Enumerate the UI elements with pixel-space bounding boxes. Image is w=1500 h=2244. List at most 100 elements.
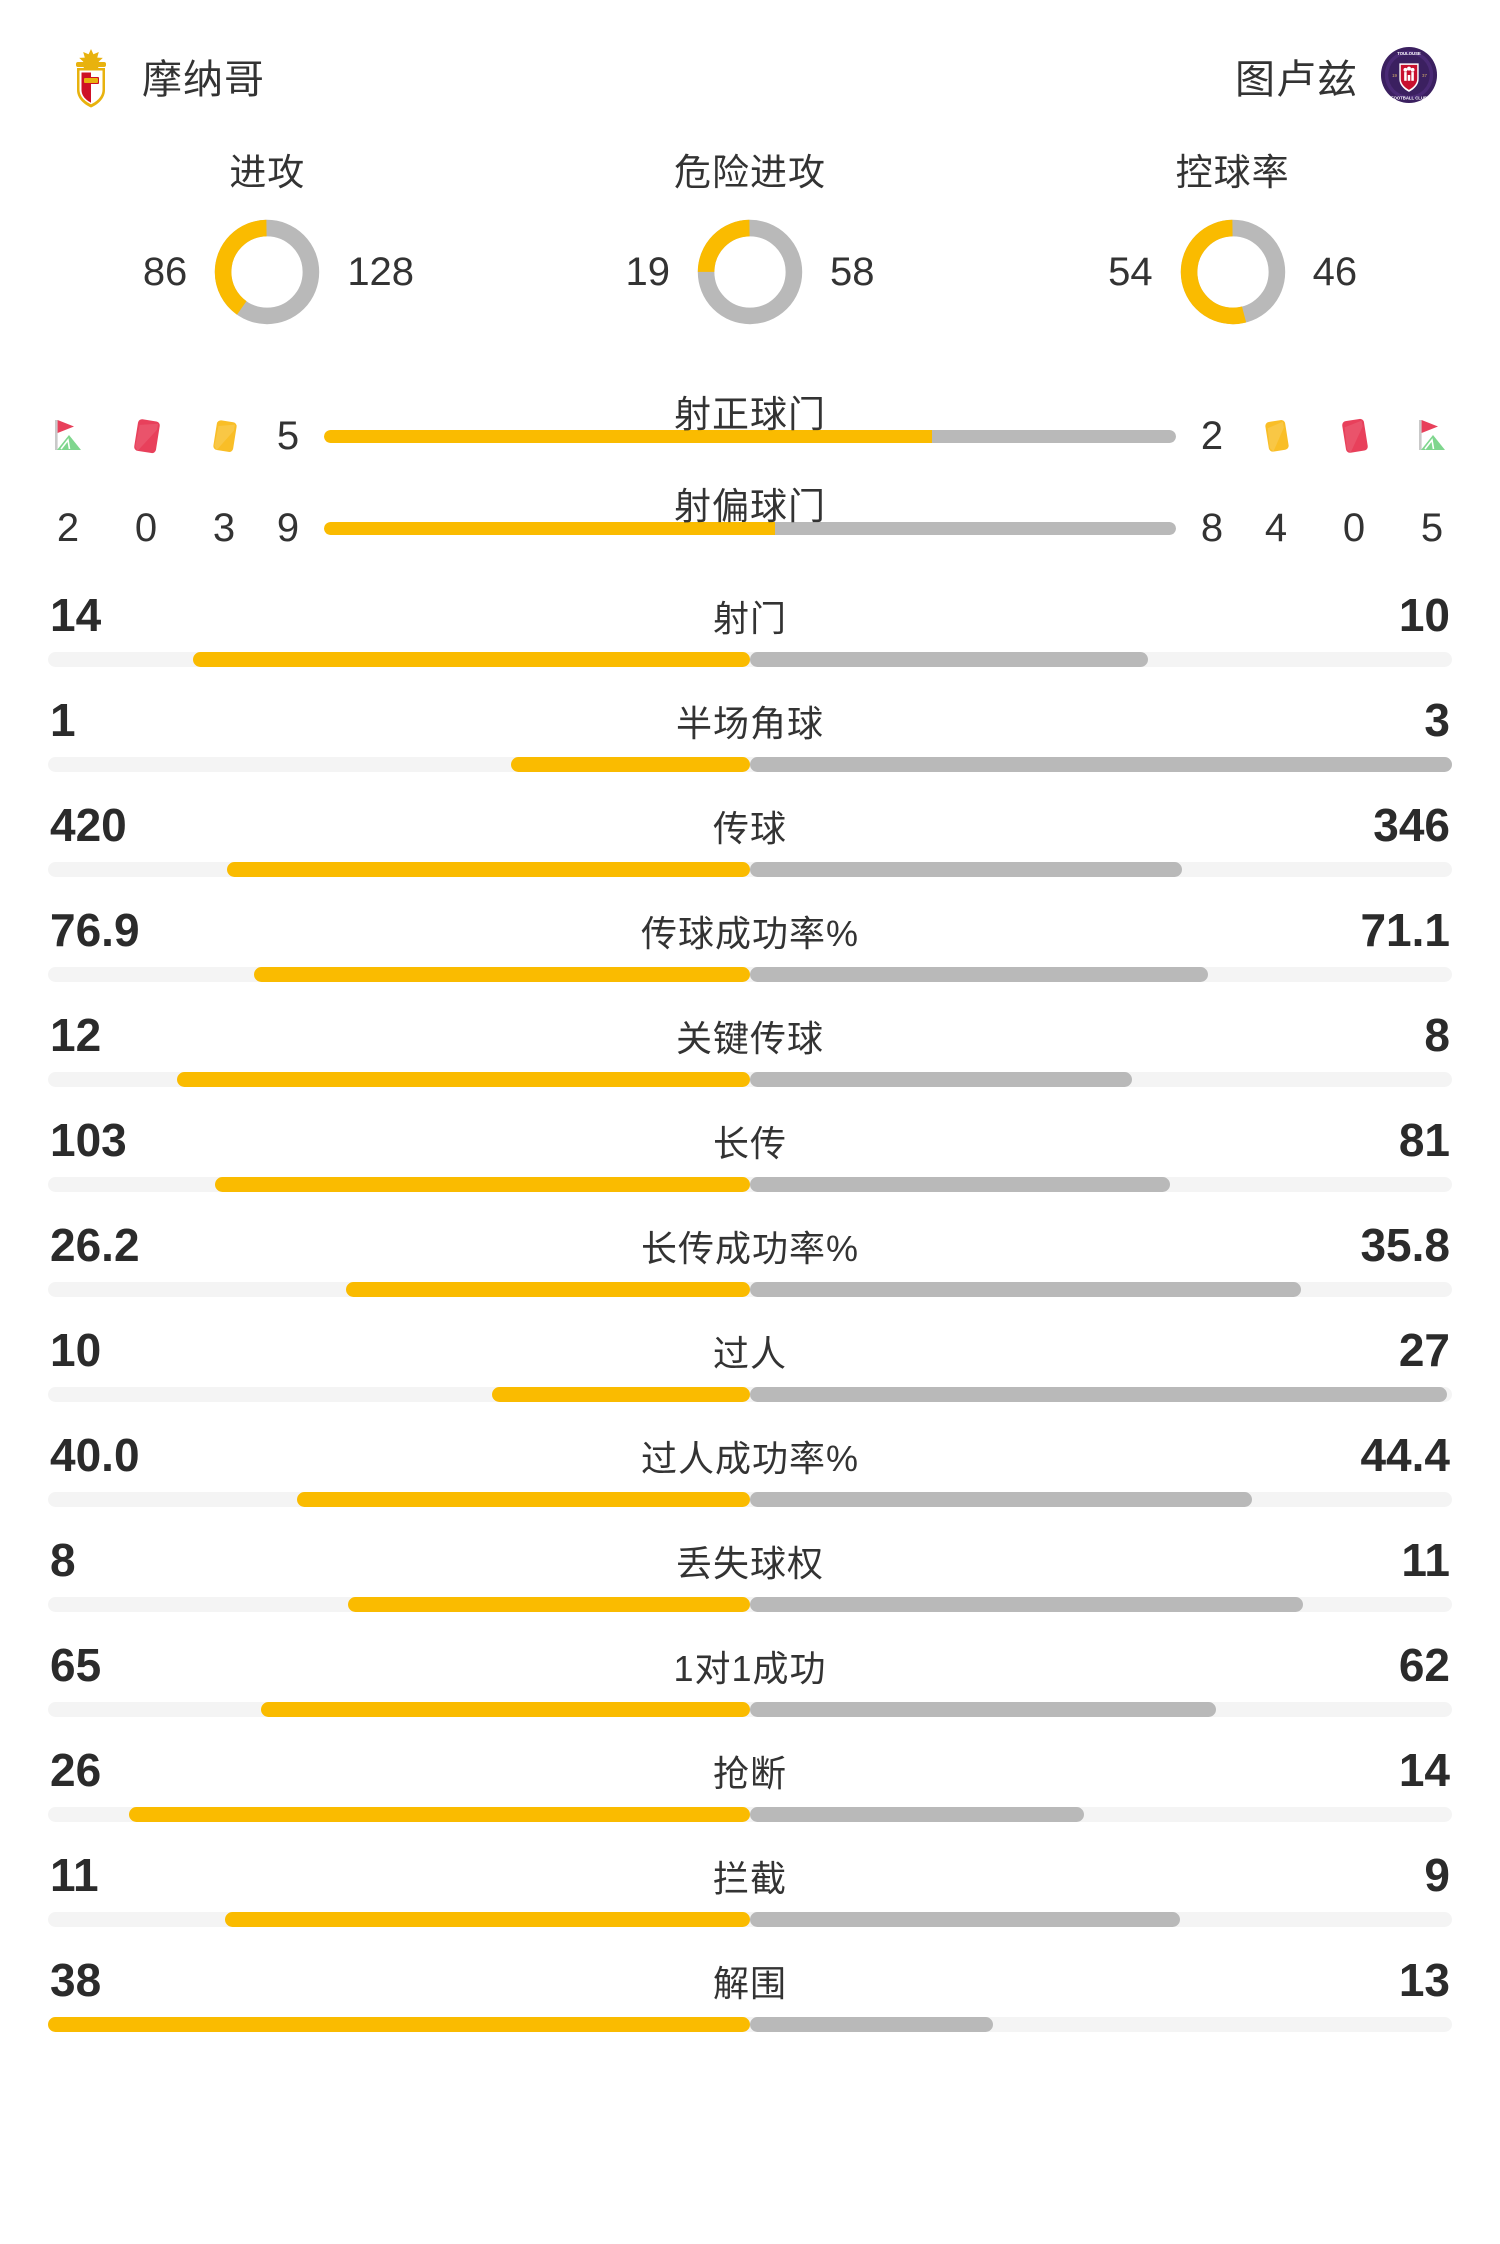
shots-off-target-label: 射偏球门 <box>674 485 826 527</box>
stat-away-value: 44.4 <box>1360 1429 1450 1481</box>
stat-row: 103 长传 81 <box>48 1113 1452 1218</box>
stat-away-fill <box>750 1282 1301 1297</box>
stat-label: 过人成功率% <box>640 1438 859 1479</box>
stat-away-fill <box>750 652 1149 667</box>
stat-away-value: 13 <box>1398 1954 1450 2006</box>
stat-home-fill <box>297 1492 750 1507</box>
stat-label: 关键传球 <box>675 1018 824 1059</box>
stat-label: 传球成功率% <box>640 913 859 954</box>
stat-away-fill <box>750 1387 1447 1402</box>
donut-cell-1: 危险进攻 19 58 <box>511 142 989 330</box>
stat-home-value: 103 <box>50 1114 127 1166</box>
stat-home-value: 26 <box>50 1744 102 1796</box>
stat-label: 半场角球 <box>675 703 824 744</box>
stats-list: 14 射门 10 1 半场角球 3 420 传球 346 76.9 传球成功率% 71.1 12 关键传球… <box>0 574 1500 2058</box>
stat-away-value: 11 <box>1401 1534 1450 1586</box>
svg-text:19: 19 <box>1392 73 1397 78</box>
stat-home-value: 65 <box>50 1639 102 1691</box>
stat-home-fill <box>129 1807 750 1822</box>
stat-home-fill <box>177 1072 750 1087</box>
svg-text:TOULOUSE: TOULOUSE <box>1397 51 1421 56</box>
corner-flag-icon <box>1404 407 1460 465</box>
stat-bar <box>48 1177 1452 1192</box>
stat-home-fill <box>346 1282 750 1297</box>
shots-on-target-row: 5 射正球门 2 <box>40 390 1460 482</box>
yellow-card-icon <box>196 407 252 465</box>
stat-home-value: 10 <box>50 1324 102 1376</box>
stat-home-value: 38 <box>50 1954 102 2006</box>
shots-off-target-home-value: 9 <box>276 505 300 550</box>
dangerous-attacks-donut-chart <box>697 219 803 325</box>
toulouse-crest-icon: 19 37 TOULOUSE FOOTBALL CLUB <box>1380 46 1438 106</box>
stat-away-fill <box>750 1702 1216 1717</box>
stat-home-value: 76.9 <box>50 904 140 956</box>
stat-row: 40.0 过人成功率% 44.4 <box>48 1428 1452 1533</box>
shots-on-target-home-fill <box>324 429 933 443</box>
stat-bar <box>48 1597 1452 1612</box>
away-red-cards-value: 0 <box>1342 505 1366 550</box>
home-team-name: 摩纳哥 <box>142 58 265 102</box>
stat-away-value: 71.1 <box>1360 904 1450 956</box>
red-card-icon <box>1326 407 1382 465</box>
shots-and-discipline-block: 5 射正球门 2 <box>0 380 1500 574</box>
stat-label: 长传 <box>712 1123 787 1164</box>
red-card-icon <box>118 407 174 465</box>
stat-home-fill <box>224 1912 750 1927</box>
home-corners-value: 2 <box>56 505 80 550</box>
stat-row: 26 抢断 14 <box>48 1743 1452 1848</box>
stat-label: 过人 <box>712 1333 787 1374</box>
stat-row: 8 丢失球权 11 <box>48 1533 1452 1638</box>
stat-label: 1对1成功 <box>673 1648 827 1689</box>
shots-on-target-bar <box>324 429 1176 443</box>
stat-home-fill <box>226 862 750 877</box>
home-discipline-values: 2 0 3 <box>40 506 252 551</box>
match-header: 摩纳哥 图卢兹 <box>0 0 1500 120</box>
stat-row: 420 传球 346 <box>48 798 1452 903</box>
shots-off-target-away-value: 8 <box>1200 505 1224 550</box>
stat-away-value: 346 <box>1373 799 1450 851</box>
shots-on-target-away-value: 2 <box>1200 413 1224 458</box>
shots-on-target-away-fill <box>932 429 1176 443</box>
stat-label: 传球 <box>712 808 787 849</box>
svg-text:37: 37 <box>1422 73 1427 78</box>
stat-row: 12 关键传球 8 <box>48 1008 1452 1113</box>
attacks-donut-chart <box>215 219 320 325</box>
stat-row: 10 过人 27 <box>48 1323 1452 1428</box>
away-discipline-values: 4 0 5 <box>1248 506 1460 551</box>
stat-home-value: 11 <box>50 1849 99 1901</box>
stat-home-value: 40.0 <box>50 1429 140 1481</box>
stat-row: 76.9 传球成功率% 71.1 <box>48 903 1452 1008</box>
stat-label: 拦截 <box>712 1858 787 1899</box>
stat-home-fill <box>193 652 750 667</box>
stat-row: 1 半场角球 3 <box>48 693 1452 798</box>
stat-home-fill <box>215 1177 750 1192</box>
stat-bar <box>48 1702 1452 1717</box>
donut-cell-2: 控球率 54 46 <box>994 142 1472 330</box>
shots-on-target-home-value: 5 <box>276 413 300 458</box>
home-discipline-icons <box>40 407 252 465</box>
stat-home-value: 420 <box>50 799 127 851</box>
stat-home-value: 12 <box>50 1009 102 1061</box>
stat-home-value: 14 <box>50 589 102 641</box>
stat-row: 65 1对1成功 62 <box>48 1638 1452 1743</box>
stat-label: 长传成功率% <box>640 1228 859 1269</box>
stat-home-fill <box>492 1387 750 1402</box>
shots-off-target-away-fill <box>774 521 1176 535</box>
stat-label: 抢断 <box>712 1753 787 1794</box>
stat-bar <box>48 1387 1452 1402</box>
corner-flag-icon <box>40 407 96 465</box>
stat-bar <box>48 1282 1452 1297</box>
svg-text:FOOTBALL CLUB: FOOTBALL CLUB <box>1391 95 1427 100</box>
stat-away-fill <box>750 2017 994 2032</box>
stat-home-fill <box>48 2017 750 2032</box>
stat-bar <box>48 1807 1452 1822</box>
stat-away-fill <box>750 757 1452 772</box>
stat-away-value: 27 <box>1398 1324 1450 1376</box>
stat-away-fill <box>750 1912 1180 1927</box>
away-team: 图卢兹 19 <box>1235 46 1438 106</box>
stat-bar <box>48 2017 1452 2032</box>
stat-away-value: 14 <box>1398 1744 1450 1796</box>
stat-bar <box>48 652 1452 667</box>
stat-away-fill <box>750 1492 1253 1507</box>
